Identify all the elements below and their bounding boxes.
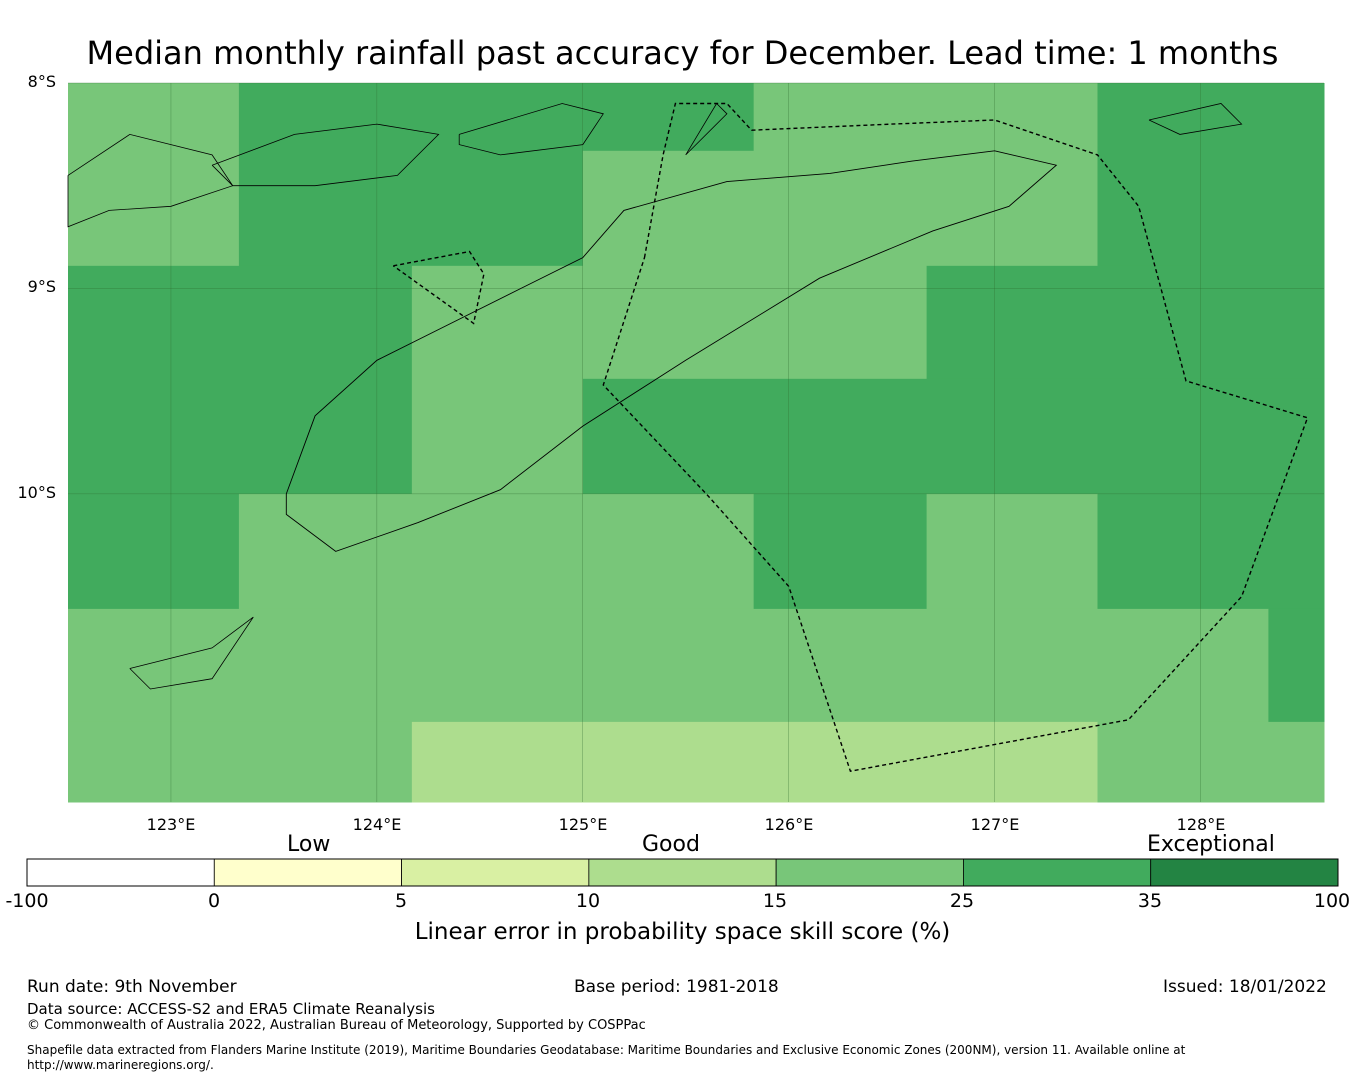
colorbar-tick: 25 [949, 890, 975, 912]
colorbar-title: Linear error in probability space skill … [414, 919, 951, 945]
lon-label-126e: 126°E [764, 815, 814, 834]
eez-boundaries [392, 102, 1309, 772]
shapefile-credit-line2: http://www.marineregions.org/. [27, 1058, 214, 1072]
skill-cell [238, 83, 413, 267]
skill-cell [411, 83, 584, 267]
skill-cell [1097, 721, 1325, 803]
skill-cell [582, 83, 755, 152]
skill-cell [68, 608, 1269, 723]
skill-cell [582, 150, 1099, 267]
lat-label-9s: 9°S [27, 277, 56, 296]
skill-cell [753, 493, 928, 610]
timor-coastline [285, 150, 1058, 552]
colorbar-outline [26, 858, 1339, 887]
island-coastline [1148, 103, 1243, 135]
skill-cell [411, 265, 584, 495]
colorbar-segment [775, 858, 964, 887]
skill-cell [68, 83, 240, 267]
skill-cell [68, 265, 413, 495]
skill-cell [238, 493, 755, 610]
lon-label-127e: 127°E [970, 815, 1020, 834]
skill-cell [411, 721, 1099, 803]
lon-label-128e: 128°E [1176, 815, 1226, 834]
colorbar-segment [401, 858, 590, 887]
skill-cell [1097, 493, 1325, 610]
island-coastline [129, 616, 254, 690]
lat-label-10s: 10°S [17, 483, 56, 502]
lon-label-125e: 125°E [558, 815, 608, 834]
colorbar-segment [963, 858, 1152, 887]
base-period: Base period: 1981-2018 [574, 977, 779, 997]
skill-grid-cells [68, 83, 1325, 803]
colorbar-segment [213, 858, 402, 887]
colorbar-tick: -100 [5, 890, 49, 912]
data-source: Data source: ACCESS-S2 and ERA5 Climate … [27, 1000, 435, 1018]
colorbar-tick: 0 [207, 890, 221, 912]
island-coastline [458, 103, 604, 156]
island-coastline [685, 102, 728, 156]
shapefile-credit-line1: Shapefile data extracted from Flanders M… [27, 1043, 1186, 1057]
skill-cell [68, 493, 240, 610]
colorbar-segment [588, 858, 777, 887]
oecusse-boundary [392, 250, 485, 325]
run-date: Run date: 9th November [27, 977, 237, 997]
colorbar-tick: 5 [394, 890, 408, 912]
colorbar-segment [26, 858, 215, 887]
colorbar-tick: 100 [1313, 890, 1351, 912]
skill-cell [1097, 83, 1325, 267]
lon-label-123e: 123°E [146, 815, 196, 834]
map-title: Median monthly rainfall past accuracy fo… [86, 34, 1279, 72]
coastlines [67, 102, 1243, 690]
copyright: © Commonwealth of Australia 2022, Austra… [27, 1018, 646, 1033]
island-coastline [67, 133, 234, 228]
skill-cell [926, 493, 1099, 610]
skill-cell [926, 265, 1325, 380]
colorbar-tick: 35 [1137, 890, 1163, 912]
graticule-lines [68, 82, 1324, 802]
lon-label-124e: 124°E [352, 815, 402, 834]
island-coastline [211, 123, 440, 187]
issued-date: Issued: 18/01/2022 [1163, 977, 1327, 997]
colorbar-tick: 10 [575, 890, 601, 912]
colorbar-segment [1150, 858, 1339, 887]
skill-cell [753, 83, 1099, 152]
colorbar-tick: 15 [762, 890, 788, 912]
skill-cell [1268, 608, 1325, 723]
lat-label-8s: 8°S [27, 72, 56, 91]
skill-cell [582, 265, 928, 380]
category-low: Low [287, 832, 331, 857]
category-good: Good [642, 832, 700, 857]
colorbar [26, 858, 1339, 887]
skill-cell [582, 378, 1325, 495]
category-exceptional: Exceptional [1147, 832, 1275, 857]
skill-cell [68, 721, 413, 803]
